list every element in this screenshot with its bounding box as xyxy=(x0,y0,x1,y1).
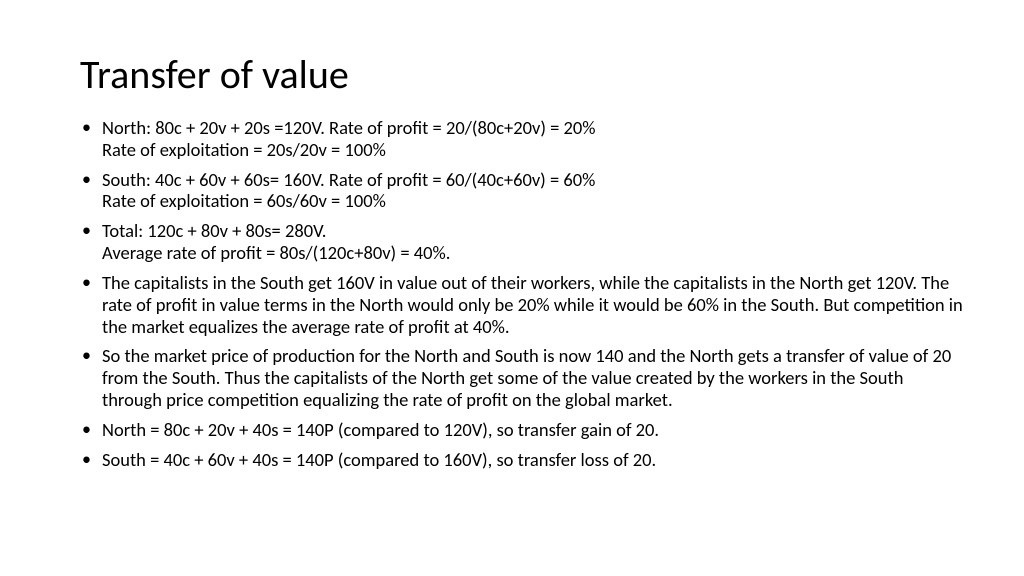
bullet-text: Rate of exploitation = 60s/60v = 100% xyxy=(102,190,964,212)
bullet-text: Rate of exploitation = 20s/20v = 100% xyxy=(102,139,964,161)
list-item: South = 40c + 60v + 40s = 140P (compared… xyxy=(88,449,964,471)
list-item: So the market price of production for th… xyxy=(88,345,964,410)
bullet-text: Average rate of profit = 80s/(120c+80v) … xyxy=(102,242,964,264)
slide-title: Transfer of value xyxy=(80,50,964,99)
bullet-text: So the market price of production for th… xyxy=(102,345,964,410)
list-item: Total: 120c + 80v + 80s= 280V. Average r… xyxy=(88,220,964,264)
slide: Transfer of value North: 80c + 20v + 20s… xyxy=(0,0,1024,576)
bullet-text: South: 40c + 60v + 60s= 160V. Rate of pr… xyxy=(102,169,964,191)
bullet-text: The capitalists in the South get 160V in… xyxy=(102,272,964,337)
bullet-text: North: 80c + 20v + 20s =120V. Rate of pr… xyxy=(102,117,964,139)
list-item: North = 80c + 20v + 40s = 140P (compared… xyxy=(88,419,964,441)
bullet-text: North = 80c + 20v + 40s = 140P (compared… xyxy=(102,419,964,441)
list-item: South: 40c + 60v + 60s= 160V. Rate of pr… xyxy=(88,169,964,213)
bullet-text: Total: 120c + 80v + 80s= 280V. xyxy=(102,220,964,242)
list-item: The capitalists in the South get 160V in… xyxy=(88,272,964,337)
bullet-text: South = 40c + 60v + 40s = 140P (compared… xyxy=(102,449,964,471)
list-item: North: 80c + 20v + 20s =120V. Rate of pr… xyxy=(88,117,964,161)
bullet-list: North: 80c + 20v + 20s =120V. Rate of pr… xyxy=(60,117,964,471)
